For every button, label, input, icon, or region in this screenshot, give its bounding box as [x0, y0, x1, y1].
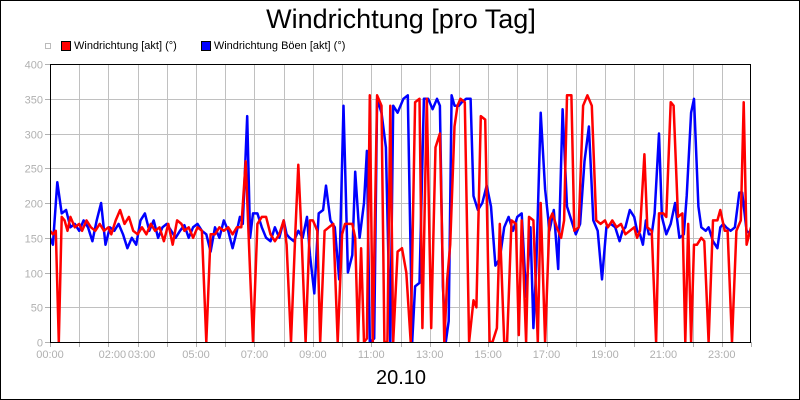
x-axis-date-label: 20.10 [375, 367, 427, 389]
plot-border [50, 64, 751, 343]
legend-swatch-blue [200, 41, 211, 51]
x-tick-label: 17:00 [533, 349, 561, 361]
x-tick-label: 07:00 [241, 349, 269, 361]
y-tick-label: 300 [25, 130, 43, 142]
y-tick-label: 150 [25, 234, 43, 246]
x-tick-label: 23:00 [708, 349, 736, 361]
chart-title: Windrichtung [pro Tag] [266, 4, 536, 34]
legend: Windrichtung [akt] (°) Windrichtung Böen… [45, 39, 369, 53]
legend-marker-icon [45, 43, 51, 49]
x-tick-label: 03:00 [128, 349, 156, 361]
legend-label: Windrichtung Böen [akt] (°) [213, 40, 346, 52]
x-tick-label: 13:00 [416, 349, 444, 361]
series-line-windrichtung [50, 94, 751, 342]
y-tick-label: 400 [25, 60, 43, 72]
legend-item-windrichtung-boeen: Windrichtung Böen [akt] (°) [200, 40, 346, 52]
y-tick-label: 350 [25, 95, 43, 107]
x-tick-label: 02:00 [99, 349, 127, 361]
y-tick-label: 100 [25, 269, 43, 281]
legend-item-windrichtung: Windrichtung [akt] (°) [61, 40, 177, 52]
x-tick-label: 09:00 [299, 349, 327, 361]
legend-swatch-red [61, 41, 71, 51]
x-tick-label: 15:00 [474, 349, 502, 361]
x-tick-label: 11:00 [358, 349, 385, 361]
y-tick-label: 250 [25, 164, 43, 176]
x-tick-label: 19:00 [591, 349, 619, 361]
y-tick-label: 0 [37, 338, 43, 350]
series-line-windrichtung-boeen [50, 94, 751, 342]
y-tick-label: 200 [25, 199, 43, 211]
x-tick-label: 21:00 [650, 349, 678, 361]
x-tick-label: 00:00 [36, 349, 64, 361]
y-tick-label: 50 [31, 303, 43, 315]
legend-label: Windrichtung [akt] (°) [74, 40, 177, 52]
x-tick-label: 05:00 [182, 349, 210, 361]
